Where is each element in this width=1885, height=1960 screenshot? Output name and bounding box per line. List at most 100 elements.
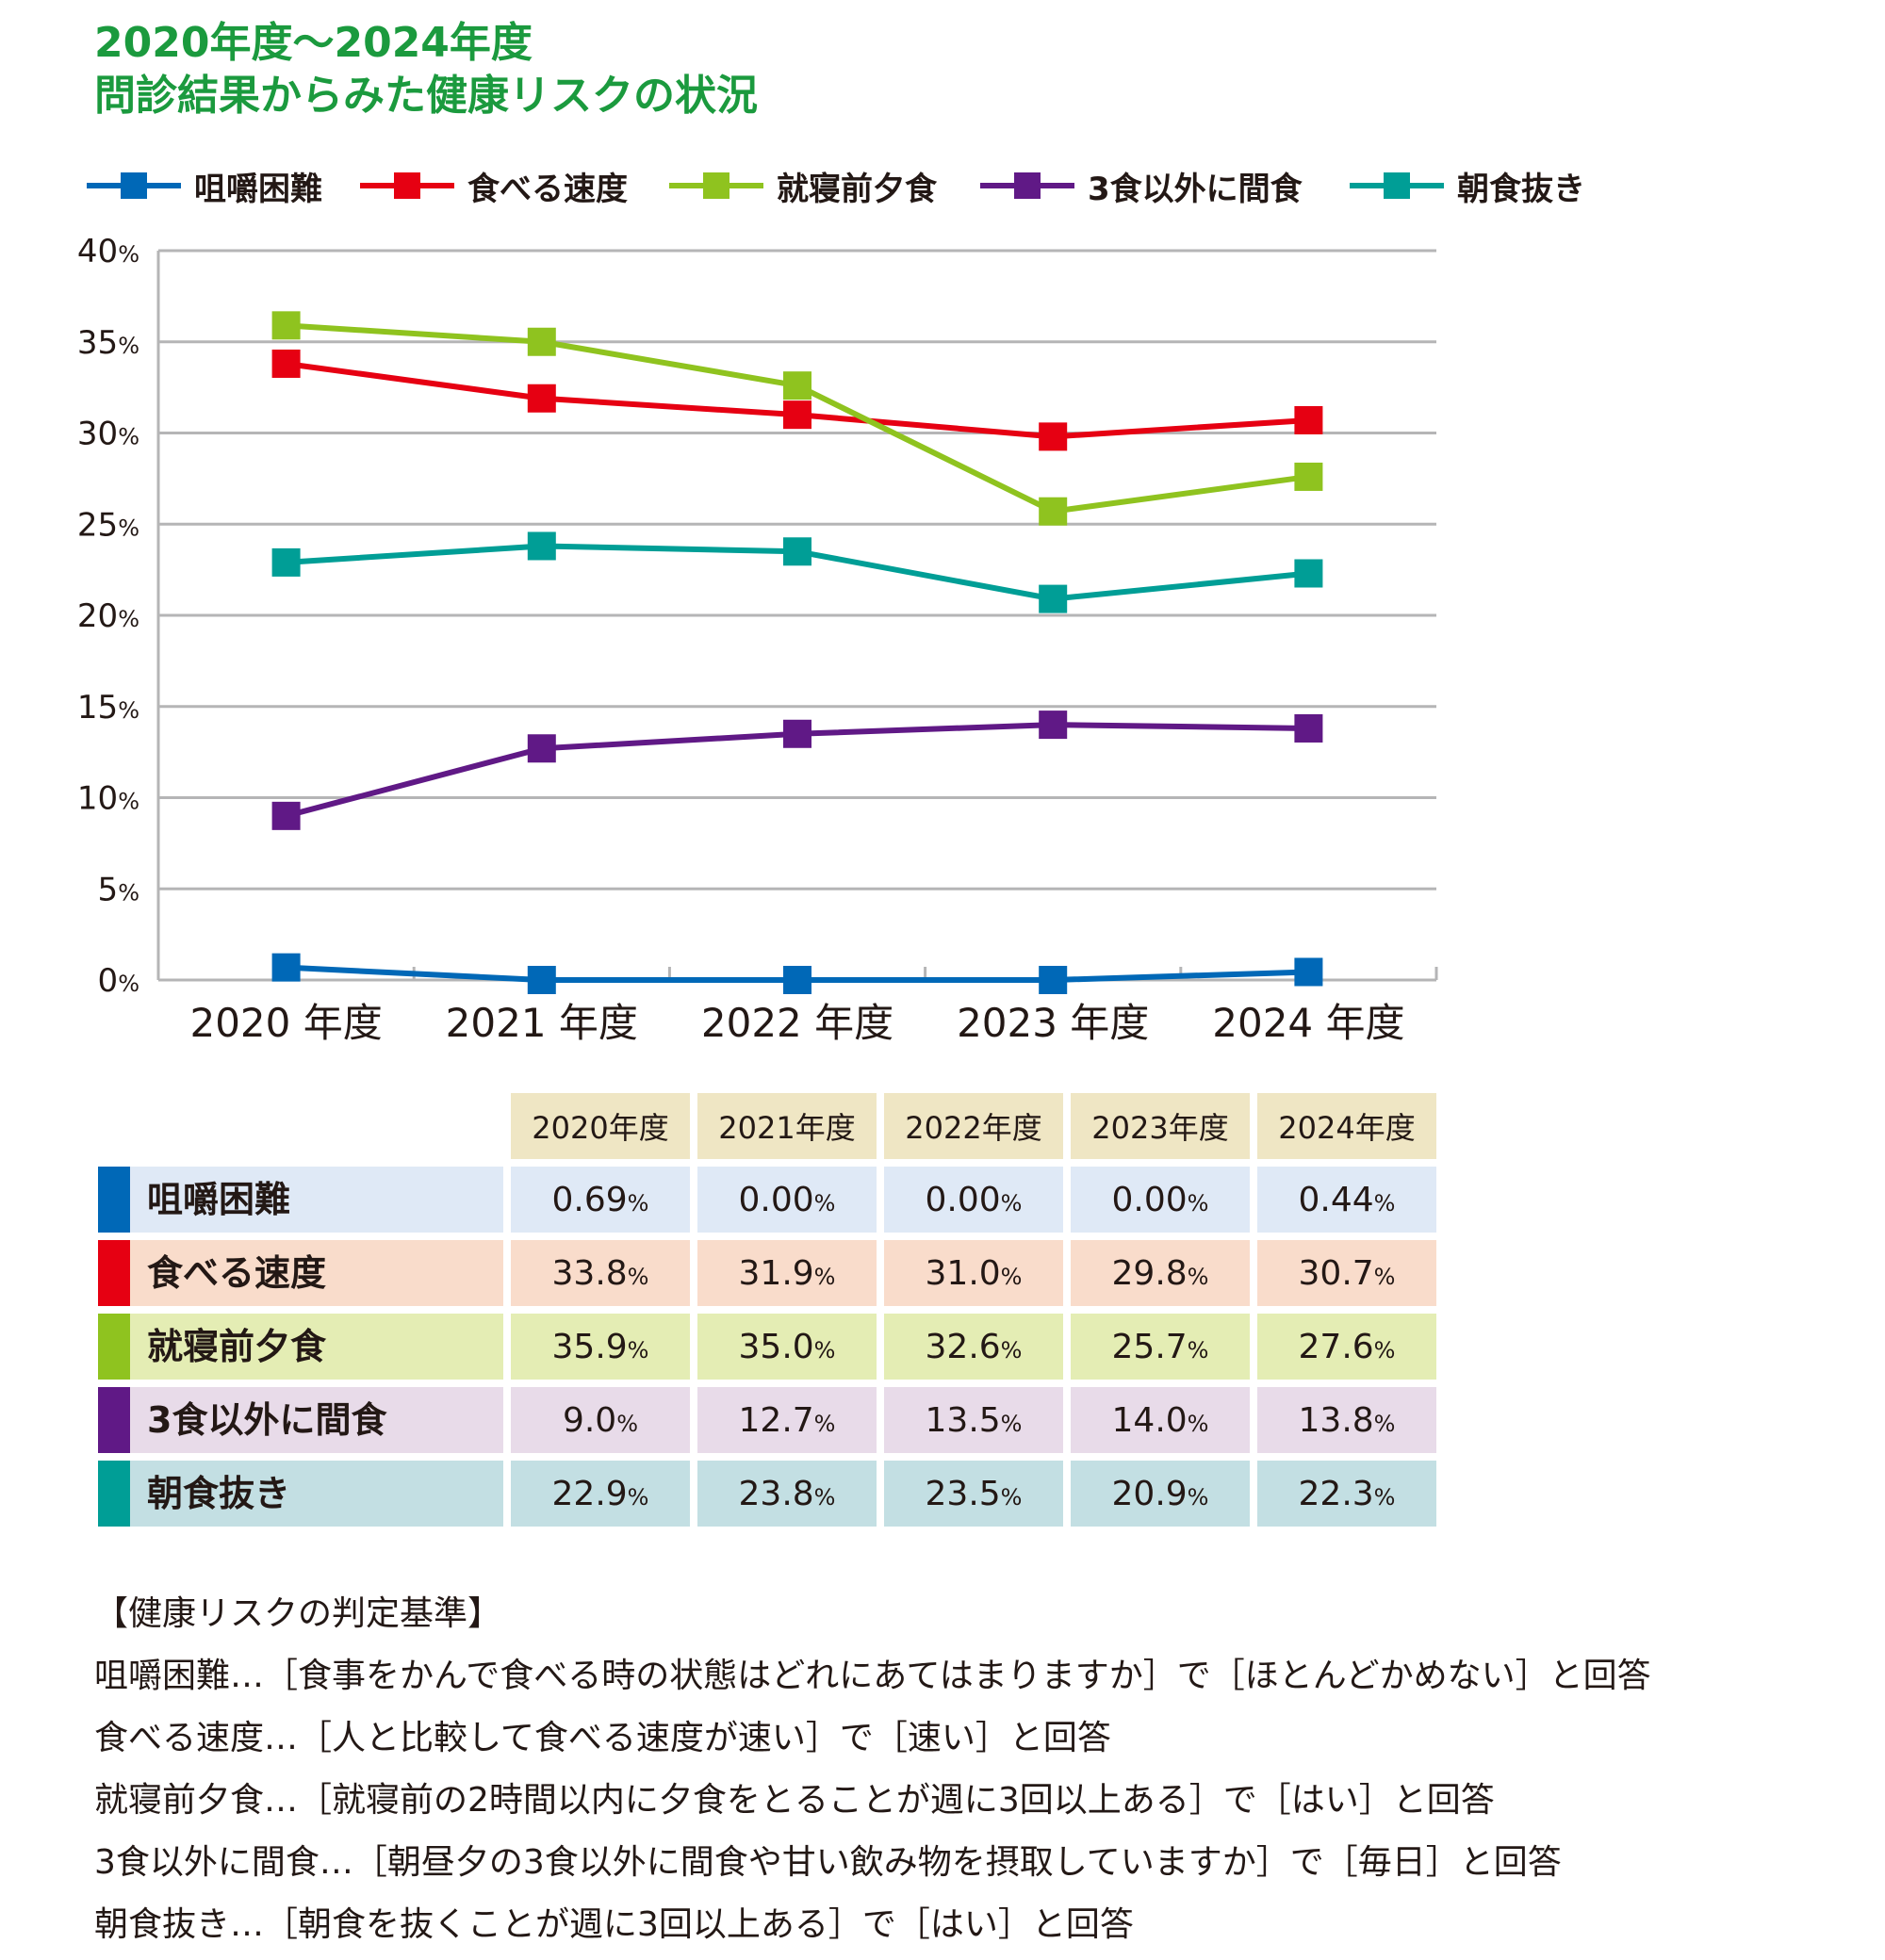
row-skip-breakfast-label-cell: 朝食抜き: [98, 1461, 503, 1527]
cell-unit: %: [1000, 1336, 1023, 1364]
x-tick-label: 2024 年度: [1212, 1000, 1404, 1046]
table-cell: 22.3%: [1257, 1461, 1436, 1527]
cell-value: 31.0: [925, 1253, 1001, 1293]
cell-unit: %: [627, 1263, 649, 1290]
cell-value: 25.7: [1111, 1327, 1188, 1366]
table-cell: 13.8%: [1257, 1387, 1436, 1453]
table-row: 就寝前夕食 35.9% 35.0% 32.6% 25.7% 27.6%: [98, 1314, 1436, 1380]
table-cell: 22.9%: [511, 1461, 690, 1527]
cell-value: 14.0: [1111, 1400, 1188, 1440]
legend-swatch: [669, 162, 763, 209]
cell-value: 33.8: [551, 1253, 628, 1293]
y-tick-unit: %: [118, 241, 139, 268]
data-point: [527, 966, 556, 994]
y-tick-unit: %: [118, 333, 139, 359]
row-late-dinner-label-cell: 就寝前夕食: [98, 1314, 503, 1380]
y-tick-label: 20%: [77, 597, 139, 635]
table-cell: 23.8%: [697, 1461, 877, 1527]
data-point: [1039, 497, 1068, 526]
data-point: [783, 371, 811, 400]
row-color-bar: [98, 1461, 130, 1527]
table-cell: 0.69%: [511, 1167, 690, 1233]
y-tick-label: 25%: [77, 506, 139, 544]
criteria-line: 3食以外に間食…［朝昼夕の3食以外に間食や甘い飲み物を摂取していますか］で［毎日…: [94, 1843, 1562, 1882]
cell-unit: %: [1373, 1189, 1396, 1217]
data-point: [783, 537, 811, 566]
y-tick-value: 25: [77, 506, 118, 544]
row-eating-speed-label-cell: 食べる速度: [98, 1240, 503, 1306]
legend: 咀嚼困難 食べる速度 就寝前夕食 3食以外に間食 朝食抜き: [87, 162, 1614, 209]
cell-unit: %: [813, 1483, 836, 1511]
table-cell: 30.7%: [1257, 1240, 1436, 1306]
data-point: [1294, 957, 1323, 987]
row-chewing-label-cell: 咀嚼困難: [98, 1167, 503, 1233]
data-point: [271, 953, 301, 982]
cell-value: 20.9: [1111, 1474, 1188, 1513]
y-tick-label: 10%: [77, 780, 139, 818]
cell-value: 0.69: [551, 1180, 628, 1219]
y-tick-value: 30: [77, 416, 118, 453]
data-point: [527, 327, 556, 356]
cell-unit: %: [1373, 1263, 1396, 1290]
criteria-heading: 【健康リスクの判定基準】: [94, 1594, 502, 1633]
row-color-bar: [98, 1387, 130, 1453]
cell-unit: %: [627, 1336, 649, 1364]
x-tick-label: 2021 年度: [446, 1000, 638, 1046]
legend-item-snacking: 3食以外に間食: [980, 162, 1303, 209]
cell-value: 13.8: [1298, 1400, 1374, 1440]
data-table: 2020年度 2021年度 2022年度 2023年度 2024年度 咀嚼困難 0…: [90, 1086, 1444, 1534]
y-tick-unit: %: [118, 514, 139, 541]
cell-value: 22.3: [1298, 1474, 1374, 1513]
line-chart: 0%5%10%15%20%25%30%35%40%2020 年度 2021 年度 2…: [77, 233, 1438, 1046]
y-tick-value: 35: [77, 324, 118, 362]
cell-value: 31.9: [738, 1253, 814, 1293]
data-point: [527, 531, 556, 561]
table-cell: 0.00%: [1071, 1167, 1250, 1233]
cell-unit: %: [616, 1410, 639, 1437]
data-point: [1039, 966, 1068, 994]
y-tick-value: 20: [77, 597, 118, 635]
cell-value: 22.9: [551, 1474, 628, 1513]
data-point: [1294, 559, 1323, 588]
chart-title: 2020年度～2024年度 問診結果からみた健康リスクの状況: [94, 17, 758, 122]
cell-value: 0.44: [1298, 1180, 1374, 1219]
table-cell: 31.9%: [697, 1240, 877, 1306]
y-tick-value: 0: [98, 962, 119, 1000]
data-point: [1039, 710, 1068, 740]
y-tick-value: 5: [98, 871, 119, 908]
y-tick-unit: %: [118, 789, 139, 815]
title-line-2: 問診結果からみた健康リスクの状況: [94, 72, 758, 120]
cell-unit: %: [813, 1410, 836, 1437]
table-cell: 33.8%: [511, 1240, 690, 1306]
data-point: [783, 400, 811, 430]
criteria-line: 就寝前夕食…［就寝前の2時間以内に夕食をとることが週に3回以上ある］で［はい］と…: [94, 1781, 1495, 1820]
table-row: 食べる速度 33.8% 31.9% 31.0% 29.8% 30.7%: [98, 1240, 1436, 1306]
table-header: 2021年度: [697, 1093, 877, 1159]
y-tick-unit: %: [118, 424, 139, 450]
row-name: 朝食抜き: [147, 1473, 291, 1514]
y-tick-unit: %: [118, 606, 139, 632]
cell-value: 12.7: [738, 1400, 814, 1440]
data-point: [527, 384, 556, 413]
y-tick-value: 15: [77, 689, 118, 727]
cell-value: 30.7: [1298, 1253, 1374, 1293]
legend-label: 就寝前夕食: [777, 170, 937, 208]
cell-unit: %: [627, 1189, 649, 1217]
table-cell: 0.44%: [1257, 1167, 1436, 1233]
y-tick-label: 30%: [77, 416, 139, 453]
legend-item-chewing: 咀嚼困難: [87, 162, 322, 209]
cell-unit: %: [1000, 1410, 1023, 1437]
table-header: 2020年度: [511, 1093, 690, 1159]
legend-label: 3食以外に間食: [1088, 170, 1303, 208]
data-point: [783, 966, 811, 994]
data-point: [1294, 462, 1323, 491]
cell-value: 23.5: [925, 1474, 1001, 1513]
table-cell: 29.8%: [1071, 1240, 1250, 1306]
data-point: [1039, 422, 1068, 451]
table-cell: 12.7%: [697, 1387, 877, 1453]
y-tick-label: 15%: [77, 689, 139, 727]
cell-unit: %: [1187, 1410, 1209, 1437]
table-corner: [98, 1093, 503, 1159]
title-line-1: 2020年度～2024年度: [94, 19, 533, 67]
criteria-line: 咀嚼困難…［食事をかんで食べる時の状態はどれにあてはまりますか］で［ほとんどかめ…: [94, 1657, 1651, 1695]
